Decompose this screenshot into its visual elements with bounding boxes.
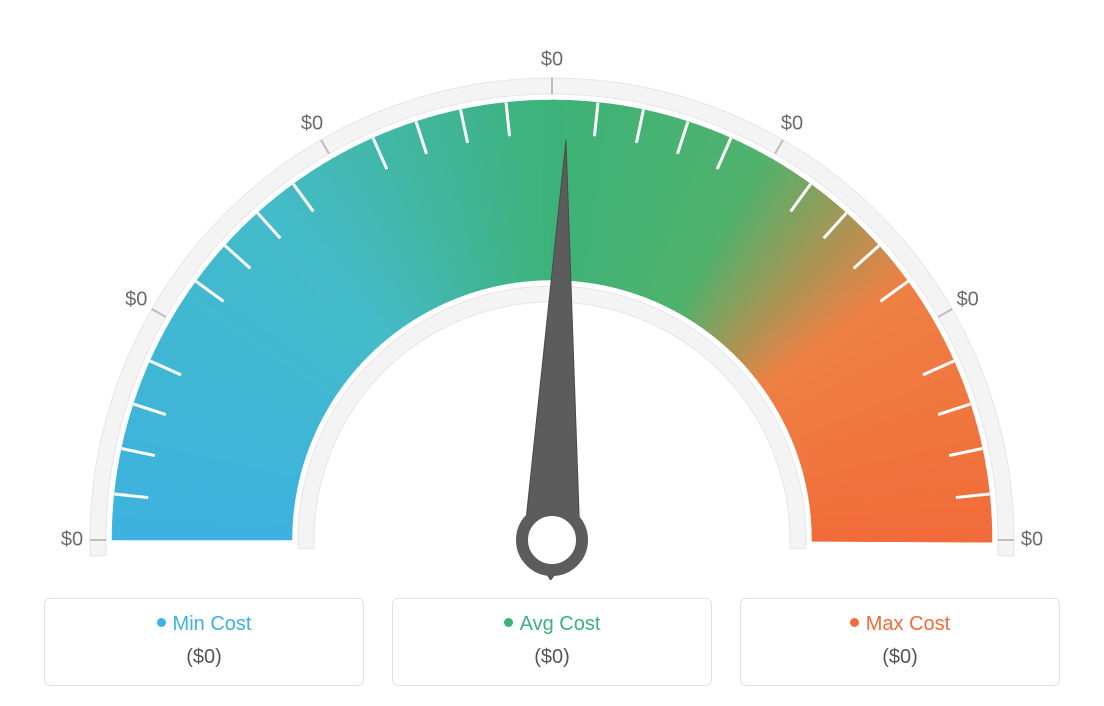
legend-card-max: Max Cost ($0) (740, 598, 1060, 686)
legend-value-max: ($0) (741, 646, 1059, 669)
legend-value-avg: ($0) (393, 646, 711, 669)
dot-max (850, 618, 859, 627)
gauge-tick-label: $0 (301, 113, 323, 136)
legend-label-min: Min Cost (173, 613, 252, 635)
gauge-svg (22, 20, 1082, 580)
dot-avg (504, 618, 513, 627)
cost-gauge: $0 $0 $0 $0 $0 $0 $0 (22, 20, 1082, 580)
gauge-tick-label: $0 (541, 49, 563, 72)
legend-card-avg: Avg Cost ($0) (392, 598, 712, 686)
legend-title-min: Min Cost (45, 613, 363, 636)
legend-value-min: ($0) (45, 646, 363, 669)
gauge-tick-label: $0 (61, 529, 83, 552)
gauge-tick-label: $0 (1021, 529, 1043, 552)
gauge-tick-label: $0 (125, 289, 147, 312)
legend-title-max: Max Cost (741, 613, 1059, 636)
legend-row: Min Cost ($0) Avg Cost ($0) Max Cost ($0… (20, 598, 1084, 686)
legend-label-max: Max Cost (866, 613, 950, 635)
legend-title-avg: Avg Cost (393, 613, 711, 636)
legend-label-avg: Avg Cost (520, 613, 601, 635)
gauge-tick-label: $0 (781, 113, 803, 136)
legend-card-min: Min Cost ($0) (44, 598, 364, 686)
gauge-tick-label: $0 (957, 289, 979, 312)
dot-min (157, 618, 166, 627)
